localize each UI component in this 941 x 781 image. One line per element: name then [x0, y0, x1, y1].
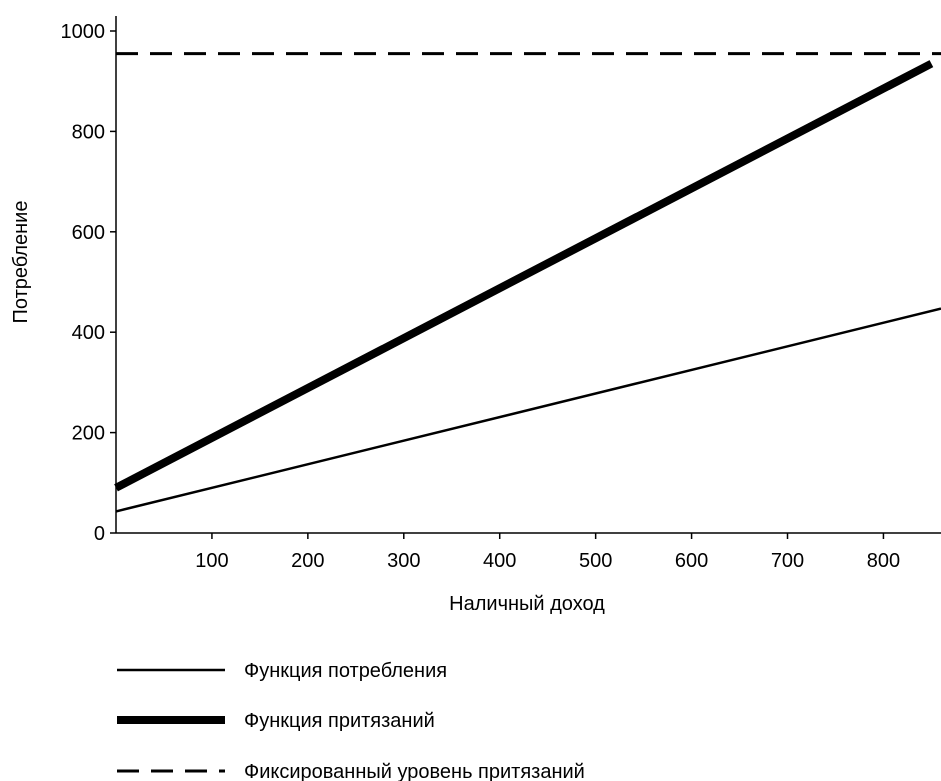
x-ticks: 100 200 300 400 500 600 700 800 [195, 533, 900, 572]
x-tick-label: 200 [291, 550, 324, 572]
y-tick-label: 400 [72, 322, 105, 344]
y-tick-label: 0 [94, 523, 105, 545]
y-tick-label: 600 [72, 222, 105, 244]
legend-label-fixed: Фиксированный уровень притязаний [244, 761, 585, 781]
x-tick-label: 400 [483, 550, 516, 572]
x-tick-label: 700 [771, 550, 804, 572]
y-tick-label: 800 [72, 121, 105, 143]
x-tick-label: 100 [195, 550, 228, 572]
x-axis-title: Наличный доход [449, 593, 605, 615]
y-tick-label: 1000 [61, 21, 106, 43]
legend-label-consumption: Функция потребления [244, 660, 447, 682]
y-tick-label: 200 [72, 423, 105, 445]
x-tick-label: 800 [867, 550, 900, 572]
x-tick-label: 600 [675, 550, 708, 572]
y-axis-title: Потребление [10, 201, 32, 324]
series-consumption-line [115, 307, 941, 513]
legend: Функция потребления Функция притязаний Ф… [117, 660, 585, 781]
series-aspiration-line [114, 60, 934, 492]
series-layer [114, 52, 941, 513]
x-tick-label: 500 [579, 550, 612, 572]
legend-label-aspiration: Функция притязаний [244, 710, 435, 732]
x-tick-label: 300 [387, 550, 420, 572]
y-ticks: 0 200 400 600 800 1000 [61, 21, 116, 545]
